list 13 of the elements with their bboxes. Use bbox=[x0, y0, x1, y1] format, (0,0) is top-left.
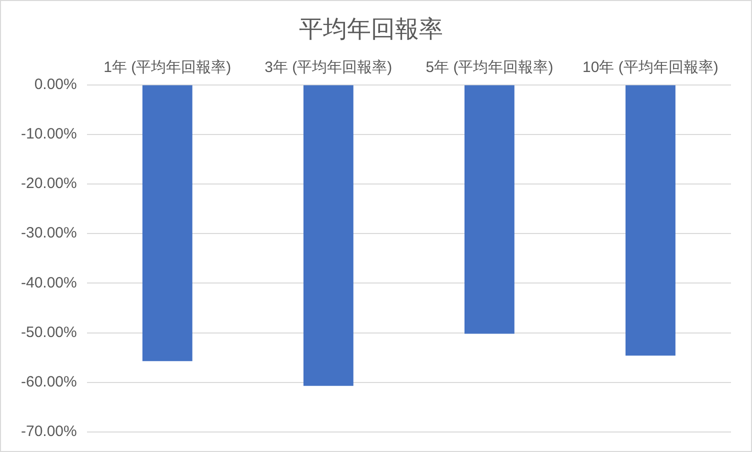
chart-title: 平均年回報率 bbox=[299, 16, 443, 44]
y-tick-label: -10.00% bbox=[20, 126, 77, 143]
y-tick-label: 0.00% bbox=[34, 76, 77, 93]
y-tick-label: -40.00% bbox=[20, 274, 77, 292]
x-tick-label: 5年 (平均年回報率) bbox=[426, 58, 554, 76]
x-tick-label: 3年 (平均年回報率) bbox=[264, 58, 392, 76]
x-tick-label: 1年 (平均年回報率) bbox=[104, 58, 232, 76]
y-tick-label: -20.00% bbox=[20, 175, 77, 192]
y-tick-label: -70.00% bbox=[20, 423, 77, 440]
x-tick-label: 10年 (平均年回報率) bbox=[582, 58, 718, 76]
y-tick-label: -50.00% bbox=[20, 324, 77, 341]
y-tick-label: -30.00% bbox=[20, 224, 77, 242]
y-tick-label: -60.00% bbox=[20, 374, 77, 391]
